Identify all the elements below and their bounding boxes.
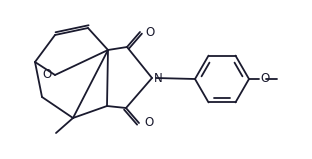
Text: N: N [154,72,163,84]
Text: O: O [145,25,154,38]
Text: O: O [144,117,153,129]
Text: O: O [42,69,51,82]
Text: O: O [260,73,269,86]
